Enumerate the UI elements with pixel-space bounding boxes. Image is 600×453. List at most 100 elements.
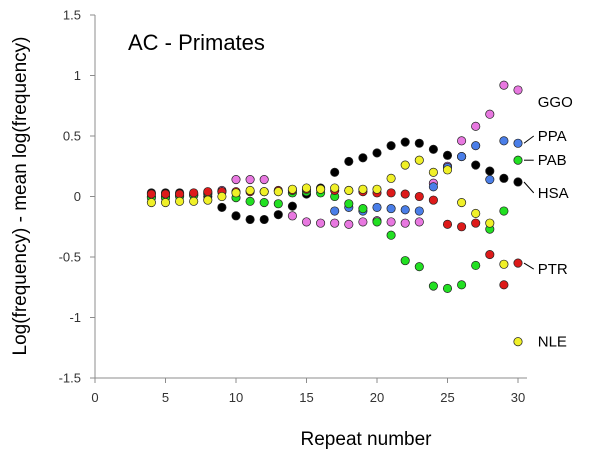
chart-title: AC - Primates: [128, 30, 265, 55]
point-nle: [400, 160, 410, 170]
point-ppa: [372, 202, 382, 212]
x-axis-title: Repeat number: [301, 429, 433, 450]
point-hsa: [471, 160, 481, 170]
species-label-ggo: GGO: [538, 94, 573, 111]
point-hsa: [428, 144, 438, 154]
point-ptr: [414, 191, 424, 202]
point-hsa: [513, 177, 523, 187]
point-ppa: [330, 206, 340, 216]
x-tick-label: 20: [370, 390, 384, 405]
point-ptr: [513, 258, 523, 268]
point-ggo: [316, 218, 326, 228]
point-nle: [414, 155, 424, 165]
x-tick-label: 0: [91, 390, 98, 405]
leader-line-ptr: [523, 262, 535, 270]
point-pab: [259, 198, 269, 208]
point-ggo: [471, 121, 481, 131]
point-nle: [513, 337, 523, 347]
point-nle: [358, 184, 368, 194]
point-hsa: [344, 156, 354, 166]
point-nle: [217, 191, 227, 202]
point-pab: [513, 155, 523, 165]
point-nle: [344, 185, 354, 195]
point-hsa: [386, 141, 396, 151]
point-ptr: [203, 187, 213, 197]
y-ticks: 1.5 1 0.5 0 -0.5 -1 -1.5: [59, 8, 95, 386]
y-tick-label: 1.5: [63, 8, 81, 23]
point-nle: [259, 187, 269, 197]
point-pab: [457, 280, 467, 290]
point-ppa: [513, 138, 523, 148]
species-label-ppa: PPA: [538, 128, 567, 145]
y-tick-label: -0.5: [59, 250, 81, 265]
point-ggo: [386, 217, 396, 227]
point-ppa: [499, 136, 509, 146]
point-ptr: [146, 189, 156, 199]
point-pab: [400, 256, 410, 266]
y-axis-title: Log(frequency) - mean log(frequency): [10, 37, 31, 356]
point-ppa: [414, 206, 424, 216]
point-ppa: [386, 204, 396, 214]
point-nle: [485, 218, 495, 228]
point-ptr: [442, 219, 453, 229]
point-ppa: [457, 152, 467, 162]
point-nle: [175, 196, 185, 206]
axes: [94, 15, 527, 379]
data-points: [146, 80, 523, 347]
point-nle: [330, 183, 340, 193]
point-nle: [273, 187, 283, 197]
leader-line-ppa: [523, 135, 535, 144]
point-pab: [344, 199, 354, 209]
x-ticks: 0 5 10 15 20 25 30: [91, 378, 525, 405]
point-nle: [386, 173, 396, 183]
y-tick-label: 1: [74, 68, 81, 83]
point-pab: [471, 260, 481, 271]
point-ptr: [386, 188, 396, 198]
species-label-ptr: PTR: [538, 261, 568, 278]
point-ggo: [259, 175, 269, 185]
point-nle: [428, 167, 438, 177]
point-ppa: [471, 141, 481, 151]
point-nle: [287, 184, 297, 194]
point-nle: [372, 184, 382, 194]
point-ptr: [457, 222, 467, 232]
point-ggo: [400, 218, 410, 228]
point-hsa: [231, 211, 241, 221]
point-pab: [414, 262, 424, 272]
point-nle: [231, 188, 241, 198]
x-tick-label: 25: [440, 390, 454, 405]
point-ptr: [471, 218, 481, 228]
point-ptr: [428, 195, 438, 205]
point-ggo: [414, 217, 424, 227]
species-label-nle: NLE: [538, 334, 567, 351]
point-ppa: [400, 205, 410, 215]
point-nle: [301, 183, 312, 193]
point-ppa: [485, 175, 495, 185]
point-ptr: [189, 188, 199, 198]
point-pab: [499, 206, 509, 216]
y-tick-label: 0.5: [63, 129, 81, 144]
point-ptr: [160, 189, 171, 199]
point-ggo: [301, 217, 312, 227]
point-pab: [358, 204, 368, 214]
point-ggo: [330, 218, 340, 228]
point-ppa: [428, 182, 438, 192]
x-tick-label: 15: [299, 390, 313, 405]
point-hsa: [217, 202, 227, 212]
x-tick-label: 5: [162, 390, 169, 405]
species-labels: GGO PPA PAB HSA PTR NLE: [523, 94, 573, 351]
point-ggo: [358, 217, 368, 227]
species-label-hsa: HSA: [538, 185, 569, 202]
point-hsa: [273, 210, 283, 220]
point-hsa: [372, 148, 382, 158]
y-tick-label: -1: [69, 310, 81, 325]
point-nle: [146, 198, 156, 208]
point-pab: [442, 283, 453, 294]
point-pab: [245, 196, 255, 206]
point-ptr: [400, 189, 410, 199]
leader-line-hsa: [523, 181, 535, 194]
species-label-pab: PAB: [538, 152, 567, 169]
point-hsa: [499, 173, 509, 183]
point-nle: [471, 208, 481, 218]
point-ggo: [287, 211, 297, 221]
